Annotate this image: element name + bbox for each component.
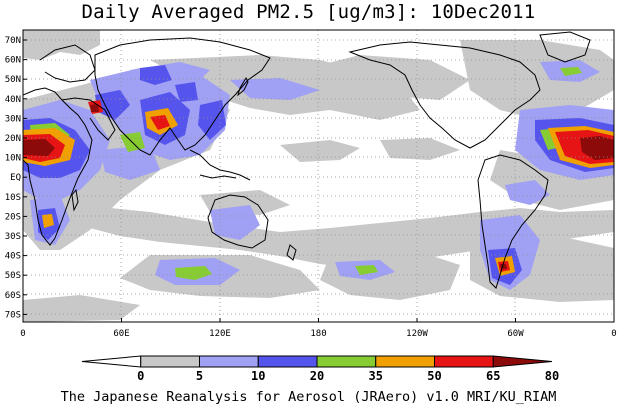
colorbar-swatch	[492, 355, 553, 368]
lat-label: 50N	[5, 75, 21, 85]
colorbar-label: 10	[251, 369, 265, 383]
lon-label: 0	[20, 329, 25, 339]
lat-label: 40S	[5, 252, 21, 262]
longitude-labels: 0 60E 120E 180 120W 60W 0	[20, 318, 617, 339]
colorbar-swatch	[81, 355, 142, 368]
coastlines	[23, 31, 591, 289]
colorbar: 0 5 10 20 35 50 65 80	[81, 355, 559, 383]
lat-label: 60N	[5, 56, 21, 66]
lat-label: 10S	[5, 193, 21, 203]
lat-label: 20N	[5, 134, 21, 144]
lat-label: 30N	[5, 114, 21, 124]
lat-label: EQ	[10, 173, 21, 183]
colorbar-swatch	[140, 355, 200, 368]
colorbar-swatch	[257, 355, 318, 368]
lat-label: 10N	[5, 154, 21, 164]
colorbar-label: 5	[196, 369, 203, 383]
colorbar-swatch	[375, 355, 435, 368]
colorbar-swatch	[316, 355, 377, 368]
colorbar-label: 20	[310, 369, 324, 383]
colorbar-label: 65	[486, 369, 500, 383]
colorbar-swatch	[199, 355, 259, 368]
lon-label: 60E	[113, 329, 129, 339]
lat-label: 60S	[5, 291, 21, 301]
lon-label: 60W	[507, 329, 524, 339]
lon-label: 120E	[209, 329, 231, 339]
lat-label: 70N	[5, 36, 21, 46]
colorbar-label: 50	[427, 369, 441, 383]
colorbar-label: 35	[369, 369, 383, 383]
lat-label: 20S	[5, 212, 21, 222]
footer-caption: The Japanese Reanalysis for Aerosol (JRA…	[60, 389, 557, 405]
map-title: Daily Averaged PM2.5 [ug/m3]: 10Dec2011	[81, 1, 536, 23]
latitude-labels: 70N 60N 50N 40N 30N 20N 10N EQ 10S 20S 30S 40S 50S 60…	[5, 36, 27, 320]
lat-label: 40N	[5, 95, 21, 105]
lat-label: 30S	[5, 232, 21, 242]
lon-label: 180	[310, 329, 326, 339]
lat-label: 70S	[5, 310, 21, 320]
pm25-field	[23, 30, 614, 322]
lon-label: 120W	[406, 329, 428, 339]
colorbar-swatch	[434, 355, 494, 368]
pm25-band-80-plus	[23, 104, 614, 269]
colorbar-label: 0	[137, 369, 144, 383]
colorbar-label: 80	[545, 369, 559, 383]
lon-label: 0	[611, 329, 616, 339]
lat-label: 50S	[5, 271, 21, 281]
